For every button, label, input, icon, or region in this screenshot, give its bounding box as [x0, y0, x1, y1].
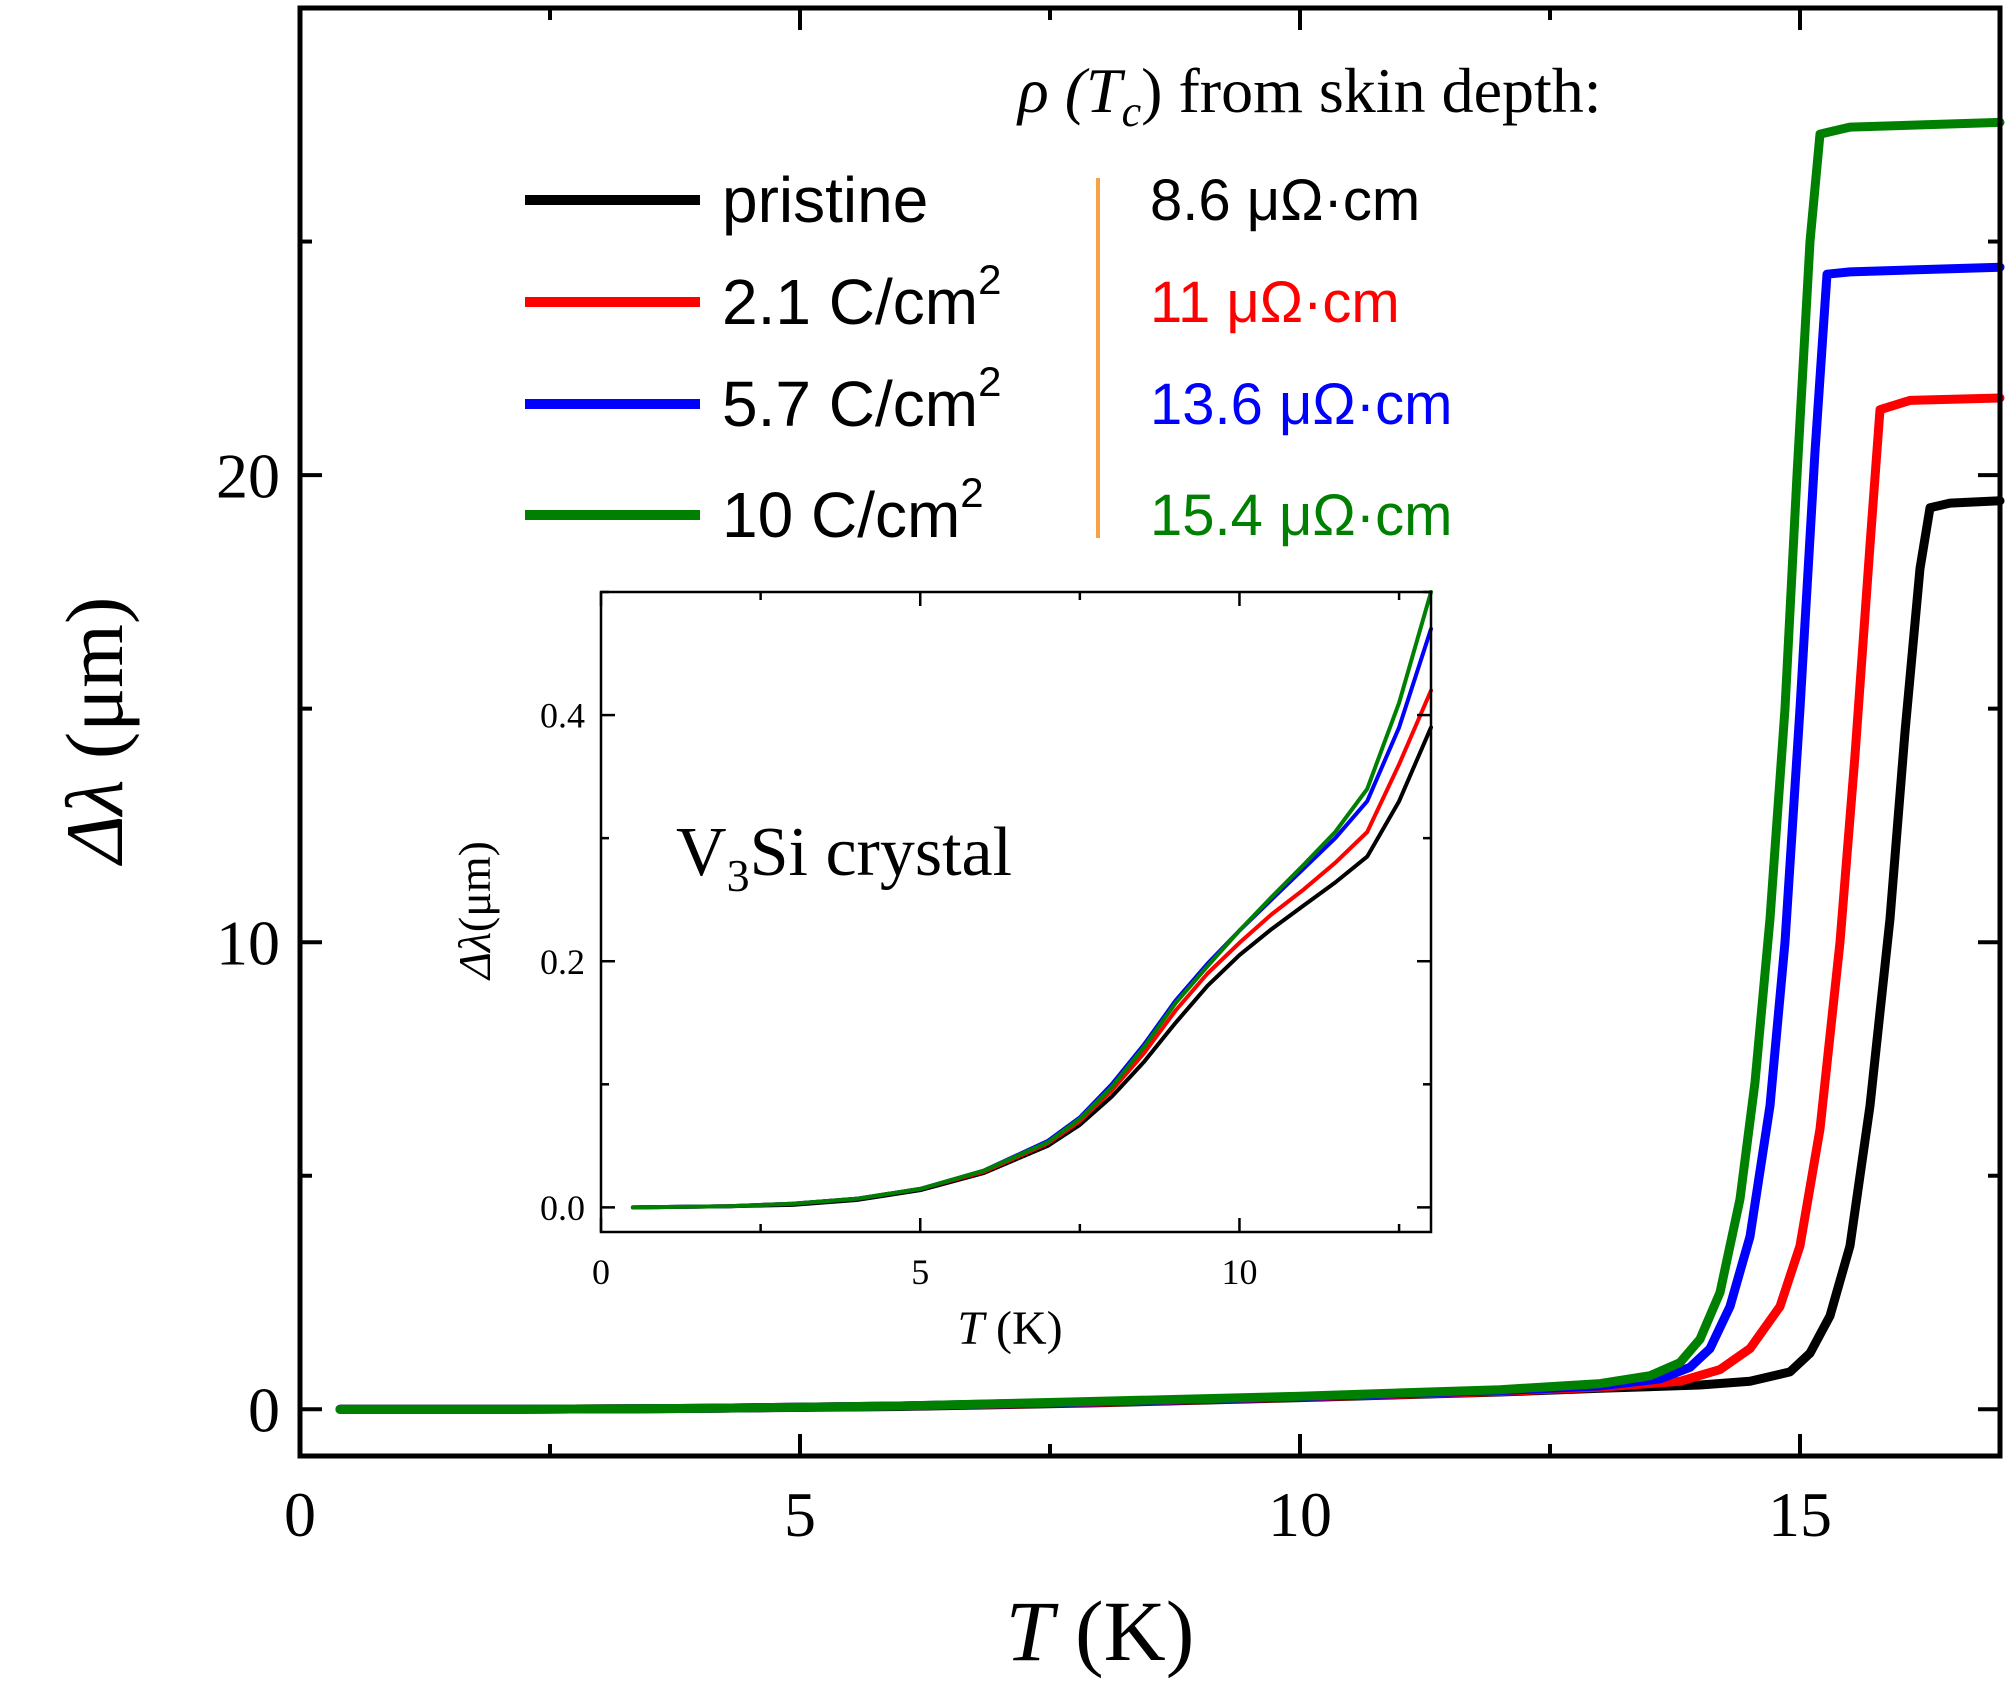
legend-resistivity-0: 8.6 μΩ·cm: [1150, 168, 1420, 233]
main-y-axis-label: Δλ (μm): [49, 597, 140, 867]
legend-resistivity-3: 15.4 μΩ·cm: [1150, 483, 1452, 548]
main-x-axis-label: T (K): [1006, 1583, 1195, 1679]
main-x-tick-label: 5: [784, 1479, 816, 1550]
main-y-tick-label: 0: [248, 1375, 280, 1446]
main-ticks: [298, 6, 2000, 1456]
main-x-tick-label: 15: [1768, 1479, 1832, 1550]
inset-tick-labels: 0 5 10 0.0 0.2 0.4: [540, 696, 1257, 1292]
main-y-tick-label: 20: [216, 440, 280, 511]
inset-x-tick-label: 5: [911, 1252, 929, 1292]
legend-label-0: pristine: [722, 164, 928, 236]
inset-y-axis-label: Δλ(μm): [449, 841, 500, 981]
main-x-tick-label: 10: [1268, 1479, 1332, 1550]
inset-annotation: V3Si crystal: [676, 814, 1012, 901]
inset-x-tick-label: 0: [592, 1252, 610, 1292]
inset-y-tick-label: 0.2: [540, 942, 585, 982]
inset-ticks: [599, 590, 1431, 1232]
legend-resistivity-2: 13.6 μΩ·cm: [1150, 372, 1452, 437]
legend-label-3: 10 C/cm2: [722, 469, 984, 551]
main-x-tick-label: 0: [284, 1479, 316, 1550]
legend-entries: pristine 8.6 μΩ·cm 2.1 C/cm2 11 μΩ·cm 5.7 C/…: [525, 164, 1452, 551]
main-plot-frame: [297, 5, 2003, 1459]
inset-x-tick-label: 10: [1221, 1252, 1257, 1292]
legend-title: ρ (Tc) from skin depth:: [1016, 55, 1602, 136]
inset-plot: 0 5 10 0.0 0.2 0.4 V3Si crystal T (K) Δλ(μm): [449, 590, 1433, 1355]
main-series-line-3: [335, 117, 2005, 1414]
inset-background: [601, 592, 1431, 1232]
inset-frame: [599, 590, 1433, 1234]
main-tick-labels: 0 5 10 15 0 10 20: [216, 440, 1832, 1550]
inset-series-line-3: [630, 590, 1433, 1210]
legend-label-2: 5.7 C/cm2: [722, 358, 1001, 440]
legend-label-1: 2.1 C/cm2: [722, 256, 1001, 338]
inset-y-tick-label: 0.4: [540, 696, 585, 736]
legend-resistivity-1: 11 μΩ·cm: [1150, 270, 1400, 335]
inset-y-tick-label: 0.0: [540, 1188, 585, 1228]
inset-series-group: [630, 590, 1433, 1210]
inset-x-axis-label: T (K): [957, 1302, 1062, 1355]
main-plot: 0 5 10 15 0 10 20 T (K) Δλ (μm): [49, 5, 2005, 1679]
main-series-group: [335, 117, 2005, 1414]
main-y-tick-label: 10: [216, 908, 280, 979]
legend: ρ (Tc) from skin depth: pristine 8.6 μΩ·c…: [525, 55, 1602, 551]
